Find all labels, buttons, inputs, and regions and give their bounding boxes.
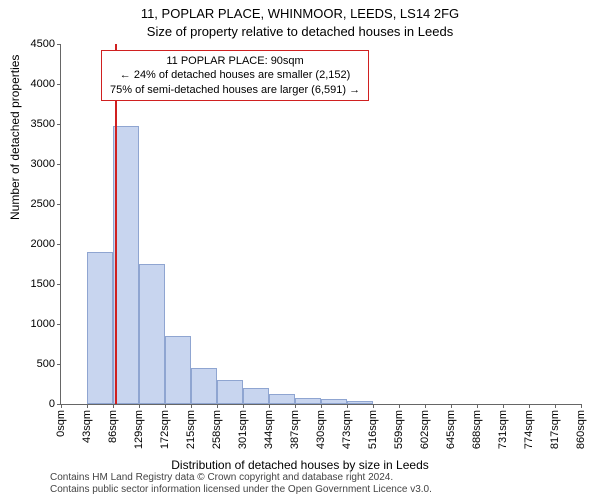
x-tick-label: 344sqm	[263, 410, 275, 449]
chart-title-sub: Size of property relative to detached ho…	[0, 24, 600, 39]
x-tick-mark	[217, 404, 218, 408]
y-tick-mark	[57, 124, 61, 125]
info-line-3: 75% of semi-detached houses are larger (…	[110, 83, 360, 97]
y-tick-mark	[57, 244, 61, 245]
histogram-bar	[217, 380, 243, 404]
chart-container: 11, POPLAR PLACE, WHINMOOR, LEEDS, LS14 …	[0, 0, 600, 500]
x-tick-label: 473sqm	[341, 410, 353, 449]
x-tick-mark	[139, 404, 140, 408]
plot-area: 0500100015002000250030003500400045000sqm…	[60, 44, 581, 405]
x-tick-mark	[581, 404, 582, 408]
x-tick-mark	[113, 404, 114, 408]
histogram-bar	[87, 252, 113, 404]
info-line-1: 11 POPLAR PLACE: 90sqm	[110, 54, 360, 68]
x-tick-mark	[165, 404, 166, 408]
x-tick-mark	[269, 404, 270, 408]
x-tick-mark	[373, 404, 374, 408]
histogram-bar	[113, 126, 139, 404]
info-box: 11 POPLAR PLACE: 90sqm ← 24% of detached…	[101, 50, 369, 101]
x-tick-mark	[425, 404, 426, 408]
x-tick-label: 774sqm	[523, 410, 535, 449]
x-tick-label: 215sqm	[185, 410, 197, 449]
x-tick-label: 430sqm	[315, 410, 327, 449]
x-tick-label: 559sqm	[393, 410, 405, 449]
x-tick-label: 516sqm	[367, 410, 379, 449]
y-tick-mark	[57, 204, 61, 205]
y-tick-mark	[57, 44, 61, 45]
x-tick-mark	[87, 404, 88, 408]
x-tick-label: 0sqm	[55, 410, 67, 437]
x-tick-label: 860sqm	[575, 410, 587, 449]
info-line-2: ← 24% of detached houses are smaller (2,…	[110, 68, 360, 82]
x-tick-mark	[321, 404, 322, 408]
histogram-bar	[243, 388, 269, 404]
y-tick-mark	[57, 164, 61, 165]
histogram-bar	[269, 394, 295, 404]
x-tick-mark	[191, 404, 192, 408]
histogram-bar	[191, 368, 217, 404]
histogram-bar	[295, 398, 321, 404]
x-tick-mark	[295, 404, 296, 408]
histogram-bar	[347, 401, 373, 404]
x-tick-label: 688sqm	[471, 410, 483, 449]
x-tick-label: 387sqm	[289, 410, 301, 449]
footer-line-1: Contains HM Land Registry data © Crown c…	[50, 472, 432, 484]
x-tick-label: 645sqm	[445, 410, 457, 449]
y-axis-label: Number of detached properties	[8, 55, 22, 220]
x-axis-label: Distribution of detached houses by size …	[0, 458, 600, 472]
x-tick-label: 129sqm	[133, 410, 145, 449]
x-tick-mark	[503, 404, 504, 408]
x-tick-label: 86sqm	[107, 410, 119, 443]
x-tick-label: 731sqm	[497, 410, 509, 449]
x-tick-mark	[347, 404, 348, 408]
x-tick-label: 602sqm	[419, 410, 431, 449]
x-tick-mark	[61, 404, 62, 408]
x-tick-mark	[451, 404, 452, 408]
x-tick-label: 258sqm	[211, 410, 223, 449]
y-tick-mark	[57, 284, 61, 285]
footer-line-2: Contains public sector information licen…	[50, 484, 432, 496]
x-tick-label: 43sqm	[81, 410, 93, 443]
y-tick-mark	[57, 364, 61, 365]
histogram-bar	[165, 336, 191, 404]
footer: Contains HM Land Registry data © Crown c…	[50, 472, 432, 496]
chart-title-main: 11, POPLAR PLACE, WHINMOOR, LEEDS, LS14 …	[0, 6, 600, 21]
x-tick-mark	[399, 404, 400, 408]
x-tick-mark	[529, 404, 530, 408]
y-tick-mark	[57, 84, 61, 85]
x-tick-label: 172sqm	[159, 410, 171, 449]
histogram-bar	[139, 264, 165, 404]
y-tick-mark	[57, 324, 61, 325]
histogram-bar	[321, 399, 347, 404]
x-tick-mark	[477, 404, 478, 408]
x-tick-label: 817sqm	[549, 410, 561, 449]
x-tick-mark	[243, 404, 244, 408]
x-tick-mark	[555, 404, 556, 408]
x-tick-label: 301sqm	[237, 410, 249, 449]
